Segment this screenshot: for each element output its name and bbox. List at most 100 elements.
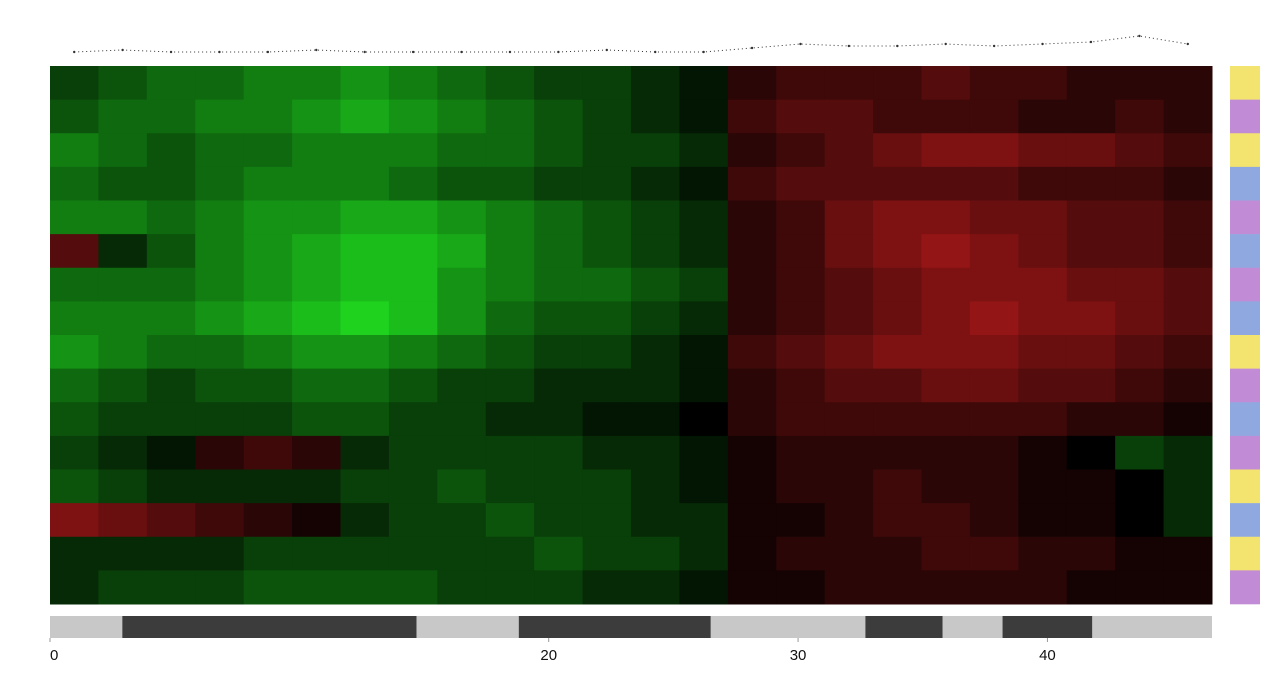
heatmap-cell [195, 301, 245, 336]
heatmap-cell [485, 503, 535, 538]
x-tick-label: 0 [50, 647, 58, 664]
heatmap-cell [98, 267, 148, 302]
heatmap-cell [1115, 503, 1165, 538]
heatmap-cell [1066, 200, 1116, 235]
heatmap-cell [824, 469, 874, 504]
heatmap-cell [292, 267, 341, 302]
heatmap-cell [98, 503, 148, 538]
segment [865, 616, 943, 638]
heatmap-cell [388, 435, 438, 470]
heatmap-cell [50, 335, 99, 370]
profile-point [169, 50, 173, 54]
heatmap-cell [582, 234, 632, 269]
heatmap-cell [873, 570, 922, 605]
heatmap-cell [873, 166, 922, 201]
heatmap-cell [292, 435, 341, 470]
heatmap-cell [921, 66, 971, 101]
row-group-cell [1230, 368, 1260, 403]
heatmap-cell [195, 435, 245, 470]
heatmap-cell [485, 267, 535, 302]
heatmap-cell [534, 200, 584, 235]
heatmap-cell [195, 200, 245, 235]
heatmap-cell [727, 133, 777, 168]
heatmap-cell [195, 570, 245, 605]
heatmap-cell [146, 335, 196, 370]
heatmap-cell [969, 301, 1019, 336]
heatmap-cell [921, 402, 971, 437]
heatmap-cell [437, 435, 487, 470]
heatmap-cell [50, 368, 99, 403]
heatmap-cell [727, 166, 777, 201]
heatmap-cell [243, 66, 293, 101]
heatmap-cell [631, 133, 680, 168]
heatmap-cell [631, 267, 680, 302]
heatmap-cell [1163, 570, 1213, 605]
profile-point [266, 50, 270, 54]
heatmap-cell [824, 368, 874, 403]
heatmap-cell [921, 469, 971, 504]
heatmap-cell [195, 99, 245, 134]
heatmap-cell [824, 267, 874, 302]
heatmap-cell [50, 301, 99, 336]
heatmap-cell [1115, 133, 1165, 168]
heatmap-cell [969, 536, 1019, 571]
profile-point [944, 42, 947, 46]
heatmap-cell [243, 166, 293, 201]
heatmap-cell [98, 166, 148, 201]
heatmap-cell [921, 133, 971, 168]
heatmap-cell [582, 570, 632, 605]
heatmap-cell [340, 368, 390, 403]
heatmap-cell [582, 166, 632, 201]
profile-point [1089, 40, 1093, 44]
heatmap-cell [969, 469, 1019, 504]
profile-point [1138, 34, 1141, 38]
heatmap-cell [195, 166, 245, 201]
heatmap-cell [340, 402, 390, 437]
heatmap-cell [824, 536, 874, 571]
heatmap-cell [388, 166, 438, 201]
heatmap-cell [582, 99, 632, 134]
heatmap-cell [98, 469, 148, 504]
heatmap-cell [50, 166, 99, 201]
heatmap-cell [50, 234, 99, 269]
heatmap-cell [824, 435, 874, 470]
heatmap-cell [437, 368, 487, 403]
heatmap-cell [824, 335, 874, 370]
heatmap-cell [873, 234, 922, 269]
heatmap-cell [340, 570, 390, 605]
heatmap-cell [534, 402, 584, 437]
heatmap-cell [873, 301, 922, 336]
heatmap-cell [727, 66, 777, 101]
heatmap-cell [824, 234, 874, 269]
heatmap-cell [631, 536, 680, 571]
row-group-cell [1230, 166, 1260, 201]
heatmap-cell [98, 301, 148, 336]
heatmap-cell [50, 469, 99, 504]
heatmap-cell [437, 570, 487, 605]
heatmap-cell [340, 301, 390, 336]
heatmap-cell [679, 402, 729, 437]
heatmap-cell [1018, 469, 1068, 504]
heatmap-cell [824, 301, 874, 336]
heatmap-cell [146, 469, 196, 504]
heatmap-cell [1018, 99, 1068, 134]
heatmap-cell [485, 335, 535, 370]
heatmap-cell [1018, 335, 1068, 370]
heatmap-cell [776, 368, 826, 403]
heatmap-cell [292, 301, 341, 336]
heatmap-cell [1018, 200, 1068, 235]
heatmap-cell [195, 267, 245, 302]
heatmap-cell [1163, 469, 1213, 504]
heatmap-cell [485, 435, 535, 470]
heatmap-cell [727, 435, 777, 470]
heatmap-cell [631, 200, 680, 235]
heatmap-cell [631, 166, 680, 201]
heatmap-cell [243, 469, 293, 504]
heatmap-cell [1163, 301, 1213, 336]
heatmap-cell [534, 536, 584, 571]
heatmap-cell [921, 99, 971, 134]
profile-point [121, 48, 124, 52]
heatmap-cell [1066, 234, 1116, 269]
